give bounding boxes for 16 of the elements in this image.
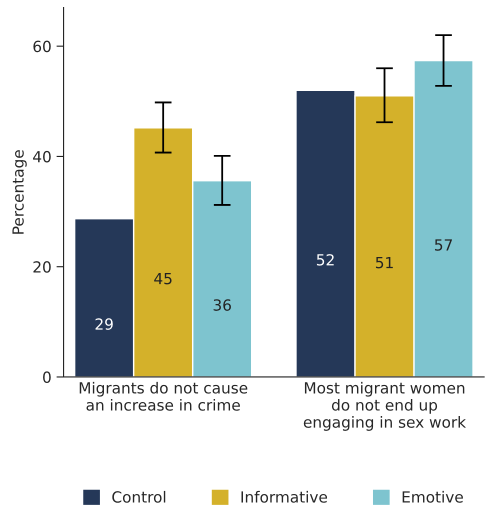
- legend-label: Control: [112, 490, 166, 503]
- data-label: 29: [96, 318, 113, 330]
- data-label: 52: [316, 254, 334, 266]
- data-label: 36: [214, 299, 231, 311]
- y-tick-label: 60: [33, 40, 51, 52]
- y-axis-title: Percentage: [12, 150, 27, 234]
- y-tick-label: 20: [33, 261, 51, 273]
- y-tick-label: 40: [33, 150, 51, 162]
- data-label: 57: [434, 239, 452, 251]
- legend-label: Informative: [241, 490, 328, 503]
- legend-label: Emotive: [402, 490, 463, 503]
- x-tick-label: Most migrant women do not end up engaging in sex work: [304, 382, 466, 431]
- x-tick-label: Migrants do not cause an increase in crime: [80, 382, 248, 411]
- data-label: 45: [154, 273, 172, 284]
- y-tick-label: 0: [43, 371, 51, 383]
- data-label: 51: [376, 257, 393, 268]
